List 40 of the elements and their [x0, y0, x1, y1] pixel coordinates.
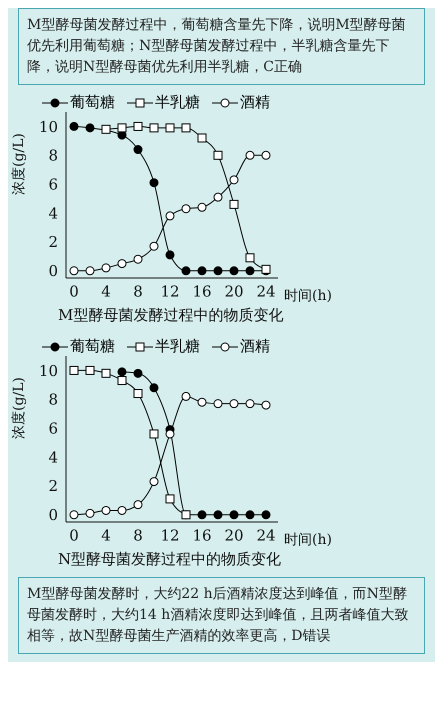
y-axis-title: 浓度(g/L) — [10, 377, 27, 439]
y-tick-label: 4 — [48, 448, 58, 466]
legend-label: 半乳糖 — [155, 93, 200, 112]
y-tick-label: 10 — [38, 362, 58, 380]
y-tick-label: 2 — [48, 233, 58, 252]
y-tick-label: 0 — [48, 506, 58, 524]
legend-label: 葡萄糖 — [70, 93, 115, 112]
text: M型酵母菌发酵时，大约22 h后酒精浓度达到峰值，而N型酵母菌发酵时，大约14 h酒精浓度即达到峰值，且两者峰值大致相等，故N型酵母菌生产酒精的效率更高，D错误 — [18, 577, 425, 654]
text: M型酵母菌发酵过程中，葡萄糖含量先下降，说明M型酵母菌优先利用葡萄糖；N型酵母菌发酵过程中，半乳糖含量先下降，说明N型酵母菌优先利用半乳糖，C正确 — [18, 8, 425, 85]
text: M型酵母菌发酵过程中的物质变化 — [58, 306, 284, 325]
x-axis-title: 时间(h) — [284, 288, 332, 304]
x-tick-label: 0 — [69, 282, 79, 301]
y-axis-title: 浓度(g/L) — [10, 133, 27, 195]
text: N型酵母菌发酵过程中的物质变化 — [58, 550, 282, 569]
x-tick-label: 20 — [224, 282, 244, 301]
x-tick-label: 8 — [133, 282, 143, 301]
x-tick-label: 24 — [256, 282, 276, 301]
legend-label: 葡萄糖 — [70, 337, 115, 356]
x-tick-label: 16 — [192, 282, 212, 301]
y-tick-label: 8 — [48, 390, 58, 409]
y-tick-label: 6 — [48, 420, 58, 438]
legend-label: 半乳糖 — [155, 337, 200, 356]
x-tick-label: 12 — [160, 526, 180, 545]
y-tick-label: 8 — [48, 146, 58, 165]
x-axis-title: 时间(h) — [284, 532, 332, 548]
y-tick-label: 0 — [48, 262, 58, 280]
legend-label: 酒精 — [240, 337, 270, 356]
x-tick-label: 24 — [256, 526, 276, 545]
legend-label: 酒精 — [240, 93, 270, 112]
y-tick-label: 6 — [48, 176, 58, 194]
x-tick-label: 4 — [101, 526, 111, 545]
y-tick-label: 2 — [48, 477, 58, 496]
x-tick-label: 0 — [69, 526, 79, 545]
x-tick-label: 20 — [224, 526, 244, 545]
x-tick-label: 16 — [192, 526, 212, 545]
y-tick-label: 10 — [38, 118, 58, 136]
y-tick-label: 4 — [48, 204, 58, 222]
x-tick-label: 12 — [160, 282, 180, 301]
x-tick-label: 8 — [133, 526, 143, 545]
x-tick-label: 4 — [101, 282, 111, 301]
